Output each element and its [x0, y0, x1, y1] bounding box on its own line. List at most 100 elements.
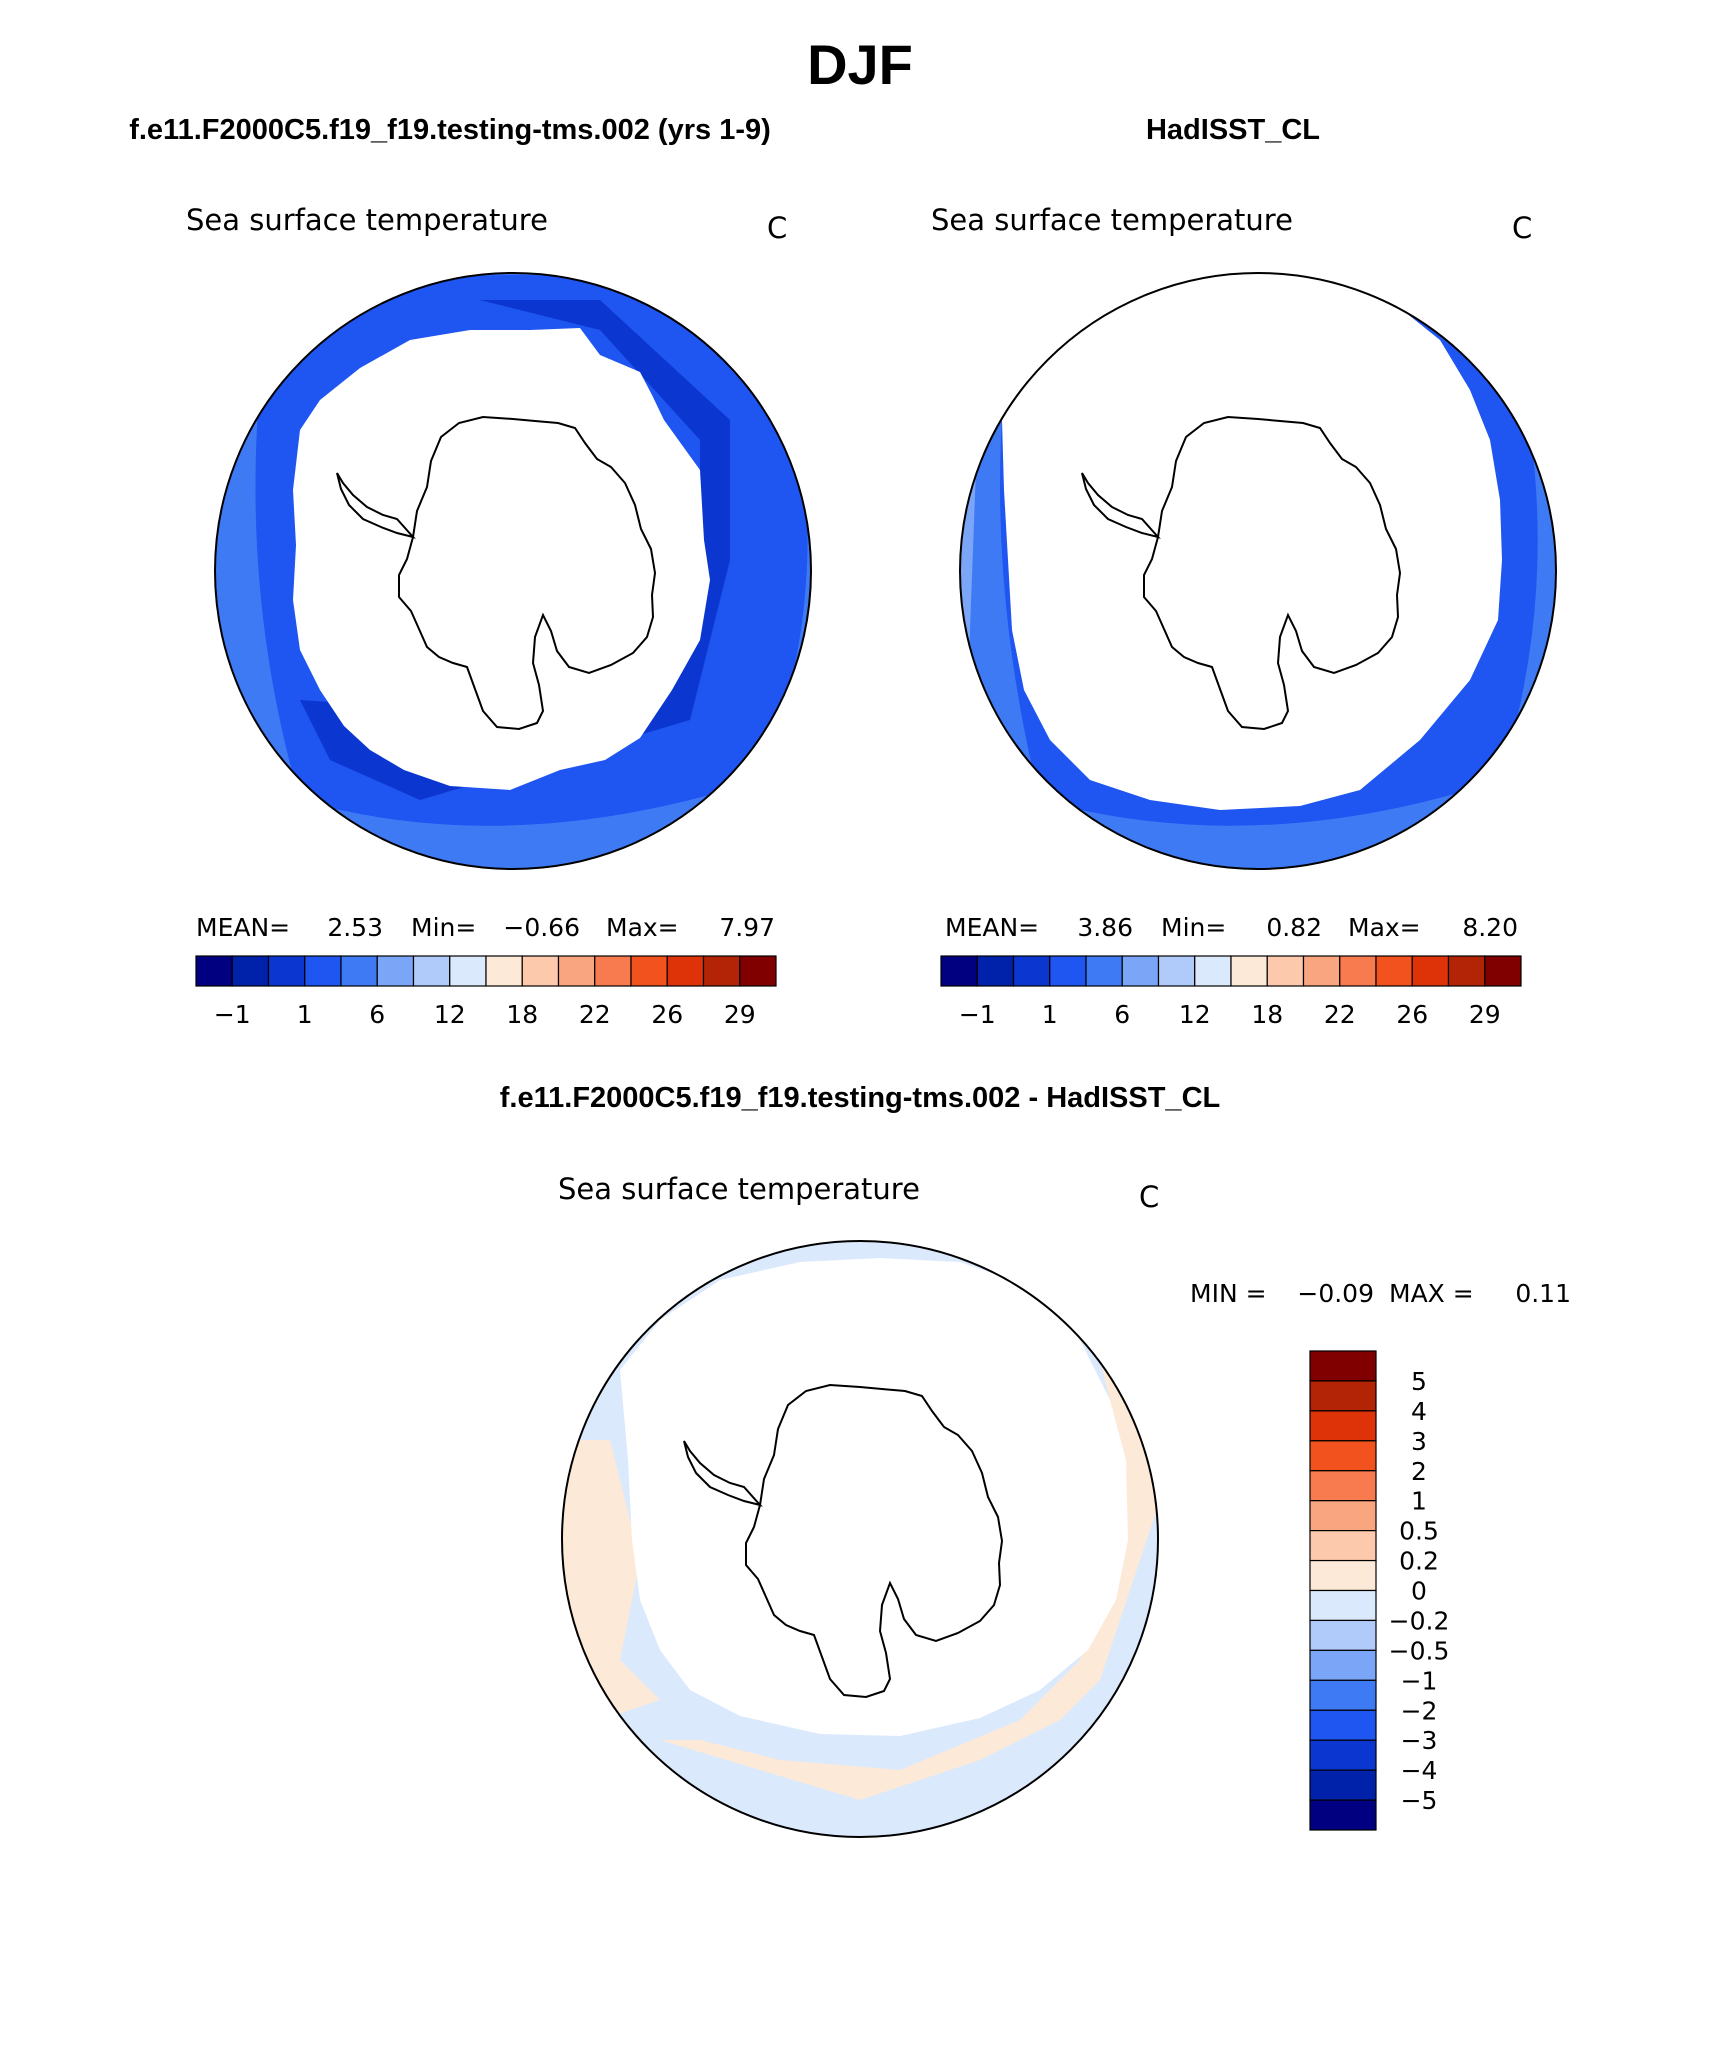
obs-max-value: 8.20 [1462, 913, 1518, 942]
model-colorbar-tick-label: 29 [724, 1000, 756, 1029]
obs-units: C [1512, 211, 1532, 245]
model-colorbar-tick-label: −1 [214, 1000, 251, 1029]
obs-subtitle: Sea surface temperature [931, 203, 1293, 237]
model-colorbar-swatch [702, 955, 741, 987]
obs-colorbar-tick-label: 18 [1251, 1000, 1283, 1029]
obs-colorbar-tick-label: −1 [959, 1000, 996, 1029]
diff-map-boundary [561, 1240, 1159, 1838]
obs-min-value: 0.82 [1266, 913, 1322, 942]
obs-min-label: Min= [1161, 913, 1226, 942]
obs-colorbar-swatch [1375, 955, 1413, 987]
model-colorbar-tick-label: 18 [506, 1000, 538, 1029]
diff-colorbar-swatch [1309, 1530, 1377, 1562]
diff-stats: MIN = −0.09 MAX = 0.11 [1190, 1279, 1571, 1308]
diff-colorbar-swatch [1309, 1619, 1377, 1651]
obs-colorbar-swatch [1012, 955, 1051, 987]
diff-colorbar-swatch [1309, 1739, 1377, 1771]
obs-colorbar-swatch [1411, 955, 1450, 987]
diff-land-ice-mask [620, 1258, 1128, 1736]
diff-colorbar-tick-label: 4 [1411, 1397, 1427, 1426]
obs-colorbar-tick-label: 6 [1114, 1000, 1130, 1029]
diff-colorbar-swatch [1309, 1470, 1377, 1502]
model-max-value: 7.97 [719, 913, 775, 942]
diff-max-label: MAX = [1389, 1279, 1474, 1308]
obs-colorbar-swatch [1121, 955, 1160, 987]
obs-colorbar-swatch [1339, 955, 1377, 987]
obs-colorbar-swatch [1230, 955, 1268, 987]
diff-colorbar-tick-label: −3 [1401, 1726, 1438, 1755]
obs-colorbar-swatch [940, 955, 978, 987]
diff-units: C [1139, 1180, 1159, 1214]
diff-warm-patch-west [562, 1440, 660, 1720]
diff-subtitle: Sea surface temperature [558, 1172, 920, 1206]
model-colorbar-swatch [630, 955, 668, 987]
obs-colorbar-tick-label: 26 [1396, 1000, 1428, 1029]
model-mean-label: MEAN= [196, 913, 290, 942]
diff-colorbar-tick-label: 0 [1411, 1577, 1427, 1606]
diff-colorbar-tick-label: 1 [1411, 1487, 1427, 1516]
obs-colorbar-tick-label: 22 [1324, 1000, 1356, 1029]
model-colorbar: −1 1 6 12 18 22 26 29 [195, 955, 777, 1029]
model-colorbar-tick-label: 1 [297, 1000, 313, 1029]
diff-colorbar-tick-label: −1 [1401, 1666, 1438, 1695]
diff-panel-header: f.e11.F2000C5.f19_f19.testing-tms.002 - … [500, 1082, 1220, 1114]
model-colorbar-swatch [231, 955, 270, 987]
model-min-label: Min= [411, 913, 476, 942]
model-colorbar-swatch [340, 955, 378, 987]
obs-map-boundary [959, 272, 1557, 870]
diff-colorbar-tick-label: 5 [1411, 1367, 1427, 1396]
diff-colorbar-swatch [1309, 1350, 1377, 1382]
diff-colorbar-tick-label: −0.5 [1389, 1636, 1450, 1665]
diff-colorbar-tick-label: 3 [1411, 1427, 1427, 1456]
diff-colorbar-swatch [1309, 1799, 1377, 1831]
model-colorbar-swatch [739, 955, 777, 987]
model-colorbar-swatch [376, 955, 415, 987]
diff-colorbar-swatch [1309, 1679, 1377, 1711]
obs-stats: MEAN= 3.86 Min= 0.82 Max= 8.20 [945, 913, 1518, 942]
model-colorbar-swatch [666, 955, 705, 987]
model-colorbar-tick-label: 12 [434, 1000, 466, 1029]
model-colorbar-swatch [521, 955, 560, 987]
diff-colorbar-swatch [1309, 1709, 1377, 1741]
model-min-value: −0.66 [503, 913, 580, 942]
diff-colorbar-tick-label: −0.2 [1389, 1606, 1450, 1635]
model-colorbar-swatch [304, 955, 342, 987]
diff-colorbar-tick-label: 2 [1411, 1457, 1427, 1486]
diff-warm-patch-south [660, 1250, 1158, 1800]
model-map-boundary [214, 272, 812, 870]
obs-colorbar-swatch [1302, 955, 1341, 987]
diff-colorbar-swatch [1309, 1769, 1377, 1801]
model-polar-map [215, 273, 811, 869]
obs-mean-label: MEAN= [945, 913, 1039, 942]
obs-mean-value: 3.86 [1077, 913, 1133, 942]
diff-colorbar-tick-label: −2 [1401, 1696, 1438, 1725]
diff-max-value: 0.11 [1515, 1279, 1571, 1308]
model-colorbar-swatch [449, 955, 487, 987]
obs-colorbar-tick-label: 1 [1042, 1000, 1058, 1029]
diff-colorbar-swatch [1309, 1649, 1377, 1681]
obs-colorbar-swatch [976, 955, 1015, 987]
model-colorbar-swatch [594, 955, 632, 987]
obs-colorbar-swatch [1194, 955, 1232, 987]
obs-colorbar-swatch [1447, 955, 1486, 987]
diff-colorbar-tick-label: 0.2 [1399, 1547, 1439, 1576]
diff-polar-map [562, 1241, 1158, 1837]
obs-sea-ice-mask [1002, 273, 1502, 810]
model-panel-header: f.e11.F2000C5.f19_f19.testing-tms.002 (y… [129, 114, 771, 146]
diff-colorbar-swatch [1309, 1410, 1377, 1442]
diff-colorbar-tick-label: 0.5 [1399, 1517, 1439, 1546]
diff-min-value: −0.09 [1297, 1279, 1374, 1308]
model-sst-band-verydark [300, 300, 730, 800]
model-colorbar-swatch [485, 955, 523, 987]
diff-colorbar-swatch [1309, 1589, 1377, 1622]
obs-max-label: Max= [1348, 913, 1421, 942]
obs-polar-map [960, 273, 1556, 869]
model-colorbar-swatch [412, 955, 451, 987]
model-colorbar-swatch [195, 955, 233, 987]
obs-colorbar-swatch [1266, 955, 1305, 987]
model-mean-value: 2.53 [327, 913, 383, 942]
diff-colorbar-swatch [1309, 1500, 1377, 1532]
diff-panel: Sea surface temperature C MIN = −0.09 MA… [558, 1172, 1571, 1838]
